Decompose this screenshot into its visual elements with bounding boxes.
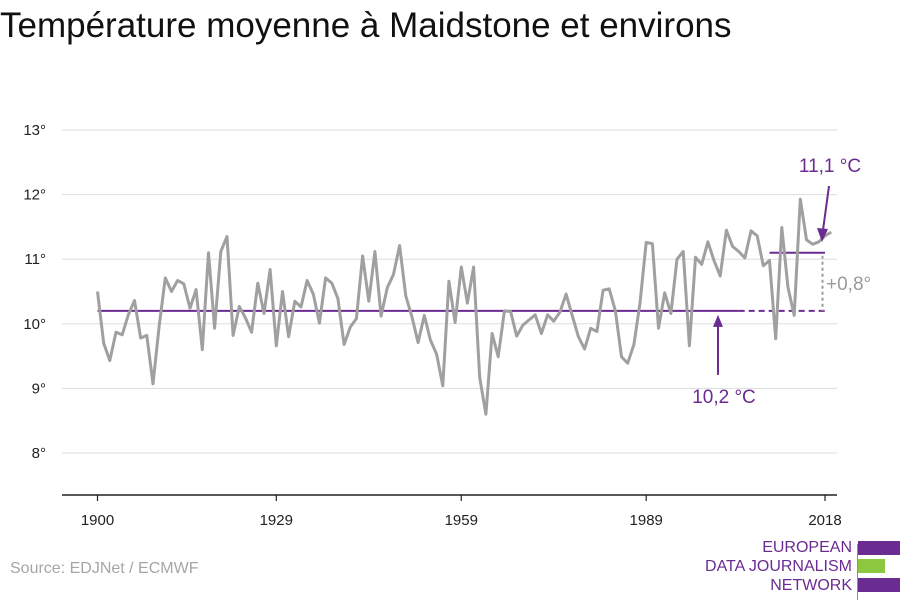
y-tick-label: 12° [23,187,46,204]
logo-bar-purple-bottom [858,578,900,592]
logo-line-1: EUROPEAN [762,539,852,556]
y-tick-label: 8° [32,445,46,462]
gridlines [62,129,837,454]
logo-bar-purple-top [858,541,900,555]
temperature-series-line [96,197,832,416]
edjnet-logo: EUROPEAN DATA JOURNALISM NETWORK [700,538,900,600]
series-lines [96,197,832,416]
y-tick-label: 13° [23,122,46,139]
y-axis-tick-labels: 8° 9° 10° 11° 12° 13° [23,122,46,462]
y-tick-label: 10° [23,316,46,333]
recent-arrow-head [817,228,828,242]
x-tick-label: 1900 [81,512,114,529]
x-tick-label: 1989 [630,512,663,529]
x-tick-label: 1929 [260,512,293,529]
logo-line-2: DATA JOURNALISM [705,558,852,575]
line-chart: 8° 9° 10° 11° 12° 13° 1900 1929 1959 1989 2018 +0… [23,122,871,529]
y-tick-label: 11° [24,251,46,268]
x-tick-label: 2018 [808,512,841,529]
recent-value-label: 11,1 °C [799,156,861,177]
annotations: +0,8° 10,2 °C 11,1 °C [692,156,871,408]
baseline-value-label: 10,2 °C [692,387,756,408]
x-axis: 1900 1929 1959 1989 2018 [62,494,842,529]
difference-label: +0,8° [826,274,871,295]
baseline-arrow-head [713,314,723,327]
source-note: Source: EDJNet / ECMWF [10,560,199,577]
logo-line-3: NETWORK [770,577,852,594]
logo-divider [857,544,858,600]
logo-bar-green [858,559,885,573]
y-tick-label: 9° [32,380,46,397]
x-tick-label: 1959 [445,512,478,529]
chart-title: Température moyenne à Maidstone et envir… [0,6,732,45]
recent-arrow-shaft [822,185,830,231]
